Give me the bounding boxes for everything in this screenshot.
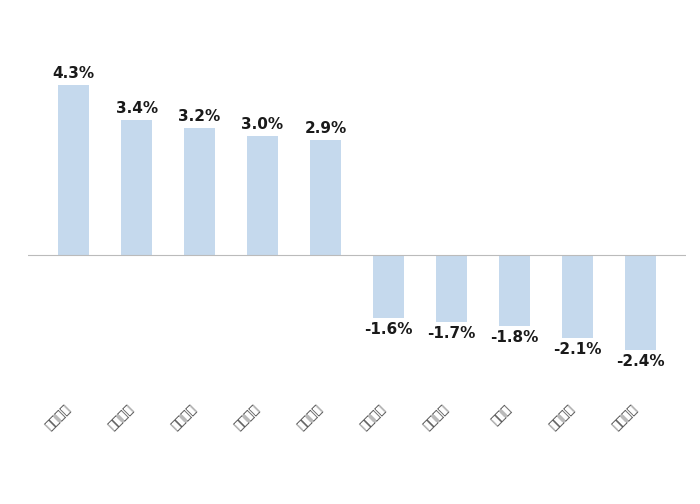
Bar [498, 255, 530, 326]
Bar [247, 136, 279, 255]
Bar [561, 255, 593, 338]
Bar [184, 128, 216, 255]
Text: -1.7%: -1.7% [427, 326, 475, 341]
Bar [624, 255, 656, 350]
Bar [435, 255, 467, 322]
Text: -2.4%: -2.4% [616, 354, 665, 368]
Text: -1.6%: -1.6% [364, 322, 413, 337]
Text: 3.0%: 3.0% [241, 117, 284, 132]
Text: 3.4%: 3.4% [116, 101, 158, 116]
Bar [310, 140, 342, 255]
Text: -1.8%: -1.8% [490, 330, 538, 345]
Text: 2.9%: 2.9% [304, 121, 346, 136]
Bar [372, 255, 404, 318]
Text: 3.2%: 3.2% [178, 109, 220, 124]
Text: 4.3%: 4.3% [52, 66, 94, 81]
Text: -2.1%: -2.1% [553, 342, 601, 357]
Bar [58, 85, 90, 255]
Bar [121, 120, 153, 255]
